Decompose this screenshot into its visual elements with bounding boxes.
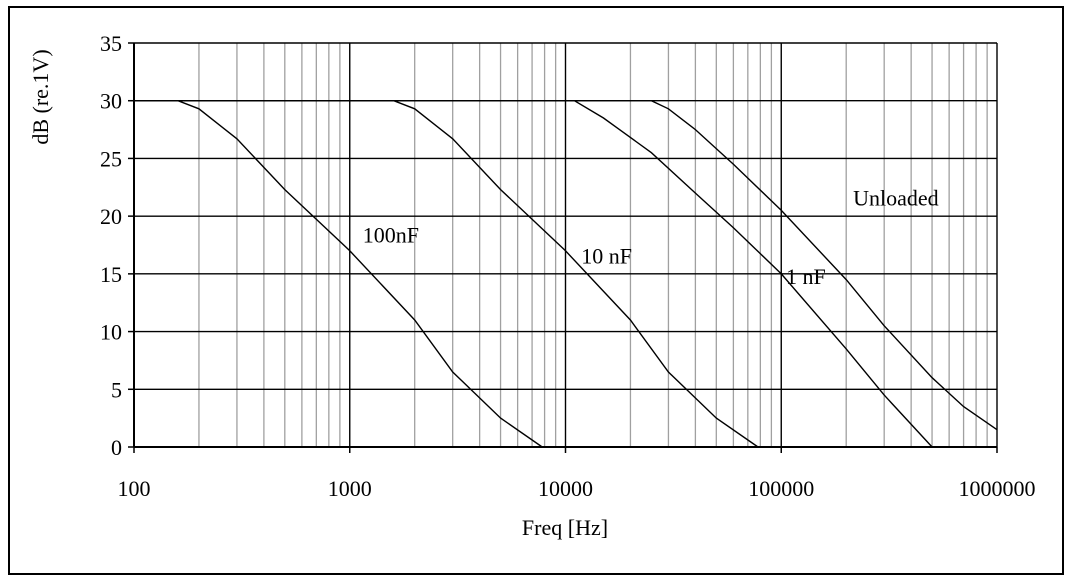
y-tick-label: 15 — [100, 262, 122, 287]
curve-label-1nf: 1 nF — [786, 264, 826, 289]
tick-labels: 0 5 10 15 20 25 30 35 100 1000 10000 100000 1000000 — [100, 31, 1036, 501]
series-line-unloaded — [134, 99, 998, 431]
x-tick-label: 100000 — [748, 476, 814, 501]
y-tick-label: 30 — [100, 89, 122, 114]
curve-label-unloaded: Unloaded — [853, 186, 939, 211]
x-tick-label: 1000000 — [959, 476, 1036, 501]
y-tick-label: 10 — [100, 320, 122, 345]
grid-lines — [133, 42, 998, 448]
axes — [128, 42, 998, 453]
series-line-1nf — [134, 99, 933, 448]
y-tick-label: 35 — [100, 31, 122, 56]
annotations: 100nF 10 nF 1 nF Unloaded — [363, 186, 939, 289]
x-tick-label: 10000 — [538, 476, 593, 501]
series-lines — [134, 99, 998, 448]
curve-label-100nf: 100nF — [363, 223, 419, 248]
x-tick-label: 1000 — [328, 476, 372, 501]
y-tick-label: 25 — [100, 146, 122, 171]
y-tick-label: 5 — [111, 377, 122, 402]
y-tick-label: 0 — [111, 435, 122, 460]
y-tick-label: 20 — [100, 204, 122, 229]
series-line-10nf — [134, 99, 759, 448]
x-tick-label: 100 — [118, 476, 151, 501]
series-line-100nf — [134, 99, 543, 448]
x-axis-label: Freq [Hz] — [522, 515, 608, 540]
curve-label-10nf: 10 nF — [581, 243, 632, 268]
y-axis-label: dB (re.1V) — [28, 49, 53, 144]
